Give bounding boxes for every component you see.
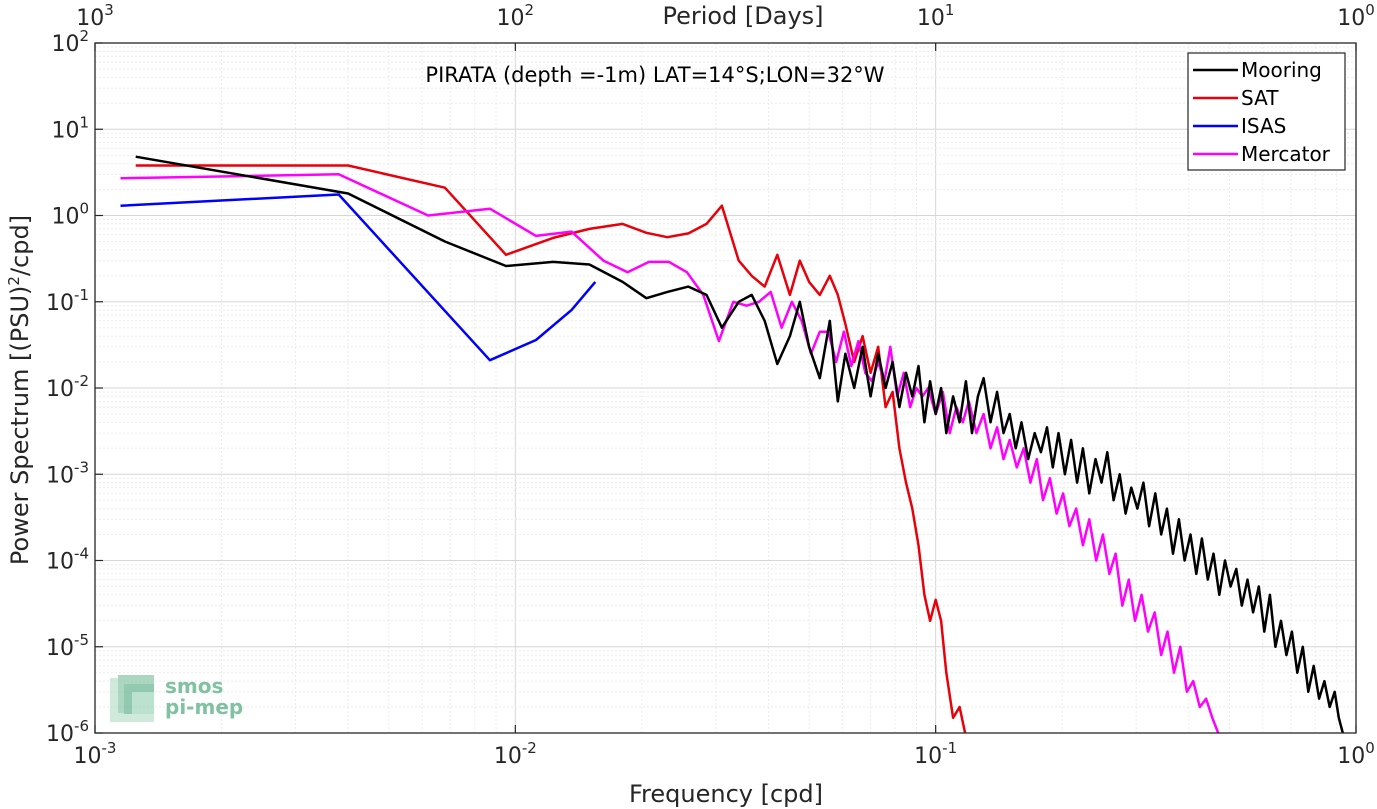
logo-mark-icon <box>110 675 154 722</box>
series-line-sat <box>135 164 967 733</box>
y-tick-label: 10-2 <box>46 372 89 402</box>
top-tick-label: 101 <box>917 1 955 31</box>
x-axis-label: Frequency [cpd] <box>629 780 823 808</box>
logo-line2: pi-mep <box>165 695 243 719</box>
top-axis-label: Period [Days] <box>662 2 823 30</box>
logo-line1: smos <box>165 674 223 698</box>
top-tick-label: 103 <box>76 1 114 31</box>
top-tick-label: 102 <box>497 1 535 31</box>
y-tick-label: 10-4 <box>46 545 89 575</box>
legend-label: Mooring <box>1241 58 1322 82</box>
chart-title: PIRATA (depth =-1m) LAT=14°S;LON=32°W <box>425 63 884 87</box>
y-tick-label: 10-6 <box>46 717 89 747</box>
grid <box>95 43 1356 733</box>
x-tick-label: 100 <box>1337 739 1375 769</box>
legend: Mooring SAT ISAS Mercator <box>1187 52 1346 171</box>
x-tick-label: 10-3 <box>74 739 117 769</box>
y-tick-label: 102 <box>51 27 89 57</box>
legend-box <box>1187 52 1346 171</box>
legend-label: ISAS <box>1241 114 1286 138</box>
series-lines <box>120 155 1345 733</box>
y-tick-label: 10-5 <box>46 631 89 661</box>
y-axis-label-main: Power Spectrum [(PSU) <box>6 286 34 565</box>
x-tick-label: 10-2 <box>494 739 537 769</box>
y-tick-label: 101 <box>51 113 89 143</box>
y-tick-label: 10-1 <box>46 286 89 316</box>
y-axis-label-exp: 2 <box>5 276 23 286</box>
y-axis-label-unit: /cpd] <box>6 215 34 276</box>
top-tick-label: 100 <box>1337 1 1375 31</box>
y-tick-label: 100 <box>51 200 89 230</box>
y-axis-label: Power Spectrum [(PSU)2/cpd] <box>5 215 34 565</box>
x-tick-label: 10-1 <box>914 739 957 769</box>
smos-pimep-logo: smos pi-mep <box>110 674 243 722</box>
y-tick-label: 10-3 <box>46 458 89 488</box>
series-line-mooring <box>135 155 1345 733</box>
series-line-isas <box>120 193 597 362</box>
series-line-mercator <box>120 173 1220 733</box>
legend-label: SAT <box>1241 86 1279 110</box>
legend-label: Mercator <box>1241 142 1331 166</box>
